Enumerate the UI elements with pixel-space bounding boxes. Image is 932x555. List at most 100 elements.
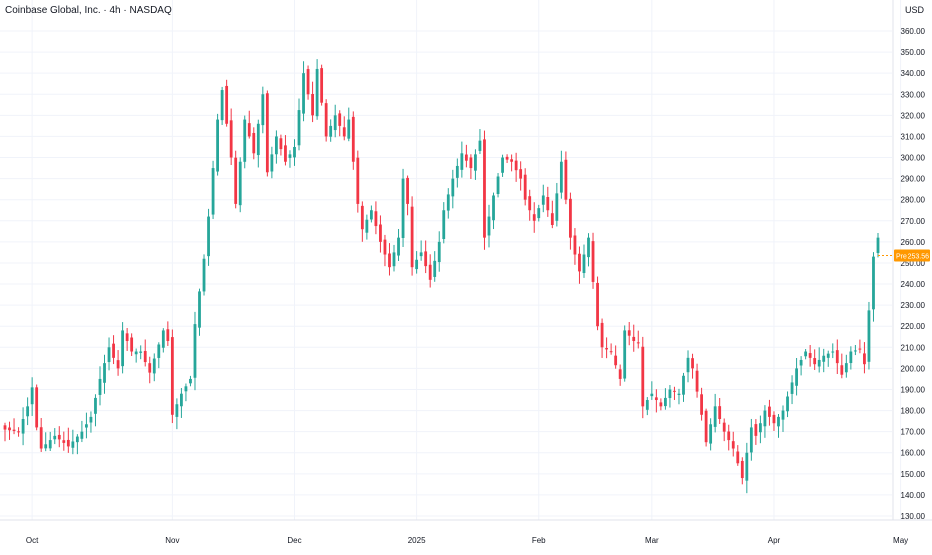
price-tick-label: 260.00 [901, 238, 926, 247]
currency-label[interactable]: USD [904, 5, 924, 15]
price-tick-label: 130.00 [901, 512, 926, 521]
price-tick-label: 340.00 [901, 69, 926, 78]
candle-up [804, 351, 808, 357]
candle-down [265, 93, 269, 173]
candle-down [143, 350, 147, 363]
candle-down [338, 113, 342, 126]
candle-up [587, 237, 590, 258]
candle-up [487, 216, 491, 236]
candle-up [365, 219, 369, 233]
candle-up [415, 259, 419, 270]
candle-down [166, 329, 170, 341]
candle-down [700, 394, 703, 415]
candle-down [66, 439, 70, 447]
candle-down [578, 253, 581, 272]
price-tick-label: 280.00 [901, 196, 926, 205]
candle-up [822, 355, 826, 362]
candle-down [306, 69, 310, 95]
candle-up [795, 368, 798, 386]
candle-up [134, 351, 138, 355]
candle-up [184, 386, 188, 392]
price-tick-label: 180.00 [901, 407, 926, 416]
candles-layer [3, 59, 880, 494]
candle-up [347, 119, 351, 139]
candle-up [21, 419, 25, 434]
candle-up [256, 123, 260, 156]
candle-up [844, 363, 848, 373]
candle-down [740, 460, 744, 479]
candle-up [243, 119, 247, 162]
candle-down [550, 213, 554, 225]
candle-down [112, 343, 115, 358]
candle-up [849, 351, 853, 364]
candle-down [835, 350, 839, 364]
time-axis[interactable]: Oct Nov Dec 2025 Feb Mar Apr May [26, 536, 908, 545]
candle-up [397, 237, 400, 256]
candle-up [831, 351, 835, 353]
candle-up [401, 178, 405, 239]
candle-down [858, 348, 862, 350]
price-tick-label: 170.00 [901, 428, 926, 437]
candle-down [229, 120, 233, 158]
candle-up [94, 397, 97, 414]
candle-up [682, 375, 685, 395]
candle-down [351, 116, 355, 162]
candle-up [713, 406, 717, 427]
candle-down [311, 93, 314, 116]
candle-up [369, 210, 373, 220]
time-tick-label: May [893, 536, 908, 545]
candle-up [501, 157, 504, 173]
price-tick-label: 160.00 [901, 449, 926, 458]
candle-up [786, 396, 789, 412]
candle-down [130, 337, 134, 352]
candle-up [89, 416, 93, 423]
candle-up [460, 153, 464, 170]
candle-up [98, 378, 102, 395]
candle-down [609, 351, 613, 353]
candle-down [247, 123, 251, 137]
price-axis[interactable]: 130.00 140.00 150.00 160.00 170.00 180.00 190.… [901, 27, 926, 521]
chart-title: Coinbase Global, Inc. · 4h · NASDAQ [5, 5, 172, 16]
candle-down [383, 239, 387, 255]
candle-down [464, 154, 468, 161]
price-tick-label: 330.00 [901, 90, 926, 99]
candle-up [302, 73, 305, 114]
candle-up [817, 359, 821, 367]
candle-down [564, 159, 568, 200]
candle-down [234, 157, 238, 204]
candle-down [691, 358, 694, 369]
candle-up [645, 400, 649, 410]
candle-up [270, 154, 274, 172]
candle-down [469, 157, 473, 169]
price-tick-label: 290.00 [901, 175, 926, 184]
candle-up [419, 252, 423, 257]
price-tick-label: 350.00 [901, 48, 926, 57]
price-tick-label: 240.00 [901, 280, 926, 289]
candle-up [53, 435, 57, 440]
candle-down [573, 235, 577, 255]
candle-down [627, 330, 631, 336]
candle-up [781, 410, 785, 420]
last-price-badge [894, 249, 930, 262]
candle-down [636, 342, 640, 344]
candle-up [333, 115, 337, 131]
candle-down [532, 214, 536, 221]
candle-up [220, 90, 224, 121]
candle-up [664, 397, 667, 407]
candle-up [677, 393, 681, 395]
price-tick-label: 140.00 [901, 491, 926, 500]
candle-down [388, 253, 391, 268]
candle-up [541, 195, 545, 205]
candle-up [293, 146, 296, 158]
candle-down [695, 370, 699, 392]
candle-down [736, 451, 740, 464]
candle-down [596, 282, 599, 327]
candle-down [528, 196, 532, 211]
candle-up [777, 416, 780, 427]
candle-down [170, 337, 174, 415]
candle-down [569, 198, 572, 238]
price-tick-label: 250.00 [901, 259, 926, 268]
candle-up [216, 119, 219, 172]
